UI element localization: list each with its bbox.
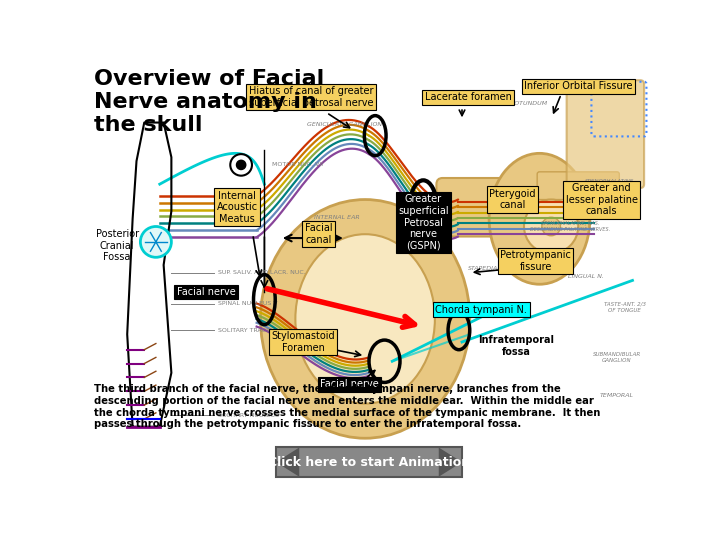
Text: Facial nerve: Facial nerve — [177, 287, 235, 297]
FancyBboxPatch shape — [436, 178, 569, 237]
Circle shape — [524, 200, 578, 253]
Text: SPINAL NUCLEUS V: SPINAL NUCLEUS V — [218, 301, 277, 306]
Text: SUP. SALIV. AND LACR. NUC.: SUP. SALIV. AND LACR. NUC. — [218, 270, 305, 275]
Text: LINGUAL N.: LINGUAL N. — [568, 274, 604, 279]
Text: Pterygoid
canal: Pterygoid canal — [489, 189, 536, 211]
Text: Greater and
lesser palatine
canals: Greater and lesser palatine canals — [565, 183, 637, 216]
Text: Chorda tympani N.: Chorda tympani N. — [436, 305, 527, 315]
Text: GENICULATE GANGLION: GENICULATE GANGLION — [307, 123, 382, 127]
Text: Inferior Orbital Fissure: Inferior Orbital Fissure — [524, 82, 632, 91]
Text: TASTE-ANT. 2/3
OF TONGUE: TASTE-ANT. 2/3 OF TONGUE — [604, 302, 646, 313]
Text: SOLITARY NUCLEUS: SOLITARY NUCLEUS — [218, 413, 279, 417]
Text: Facial
canal: Facial canal — [305, 224, 333, 245]
Text: STAPEDIAL: STAPEDIAL — [469, 266, 502, 271]
Text: SOLITARY TRACT: SOLITARY TRACT — [218, 328, 270, 333]
Text: SPENOPHALATINE, NAS.
DESCENDING PALATINE NERVES.: SPENOPHALATINE, NAS. DESCENDING PALATINE… — [531, 221, 611, 232]
Text: Petrotympanic
fissure: Petrotympanic fissure — [500, 251, 571, 272]
Ellipse shape — [261, 200, 469, 438]
Text: TEMPORAL: TEMPORAL — [600, 394, 634, 399]
Text: Greater
superficial
Petrosal
nerve
(GSPN): Greater superficial Petrosal nerve (GSPN… — [398, 194, 449, 251]
Circle shape — [542, 217, 560, 236]
Text: Posterior
Cranial
Fossa: Posterior Cranial Fossa — [96, 229, 139, 262]
Polygon shape — [438, 448, 462, 477]
Text: Hiatus of canal of greater
superficial petrosal nerve: Hiatus of canal of greater superficial p… — [248, 86, 373, 108]
Ellipse shape — [489, 153, 590, 284]
Circle shape — [140, 226, 171, 257]
Ellipse shape — [295, 234, 435, 403]
Text: Stylomastoid
Foramen: Stylomastoid Foramen — [271, 331, 335, 353]
Text: MOTOR NUC. VII: MOTOR NUC. VII — [272, 163, 323, 167]
Circle shape — [230, 154, 252, 176]
Text: Click here to start Animation: Click here to start Animation — [268, 456, 470, 469]
Text: Lacerate foramen: Lacerate foramen — [425, 92, 512, 102]
Text: FOR. ROTUNDUM: FOR. ROTUNDUM — [493, 101, 547, 106]
FancyBboxPatch shape — [537, 172, 619, 200]
Text: Infratemporal
fossa: Infratemporal fossa — [478, 335, 554, 356]
Text: Internal
Acoustic
Meatus: Internal Acoustic Meatus — [217, 191, 258, 224]
Polygon shape — [276, 448, 300, 477]
Text: SUBMANDIBULAR
GANGLION: SUBMANDIBULAR GANGLION — [593, 352, 641, 363]
Text: SPENOPHALATINE
GANGLION: SPENOPHALATINE GANGLION — [585, 179, 634, 190]
Text: Facial nerve: Facial nerve — [320, 379, 379, 389]
FancyBboxPatch shape — [276, 448, 462, 477]
FancyBboxPatch shape — [567, 80, 644, 188]
Text: Overview of Facial
Nerve anatomy in
the skull: Overview of Facial Nerve anatomy in the … — [94, 69, 324, 135]
Text: INTERNAL EAR: INTERNAL EAR — [314, 215, 359, 220]
Text: The third branch of the facial nerve, the chorda tympani nerve, branches from th: The third branch of the facial nerve, th… — [94, 384, 600, 429]
Circle shape — [236, 160, 246, 170]
